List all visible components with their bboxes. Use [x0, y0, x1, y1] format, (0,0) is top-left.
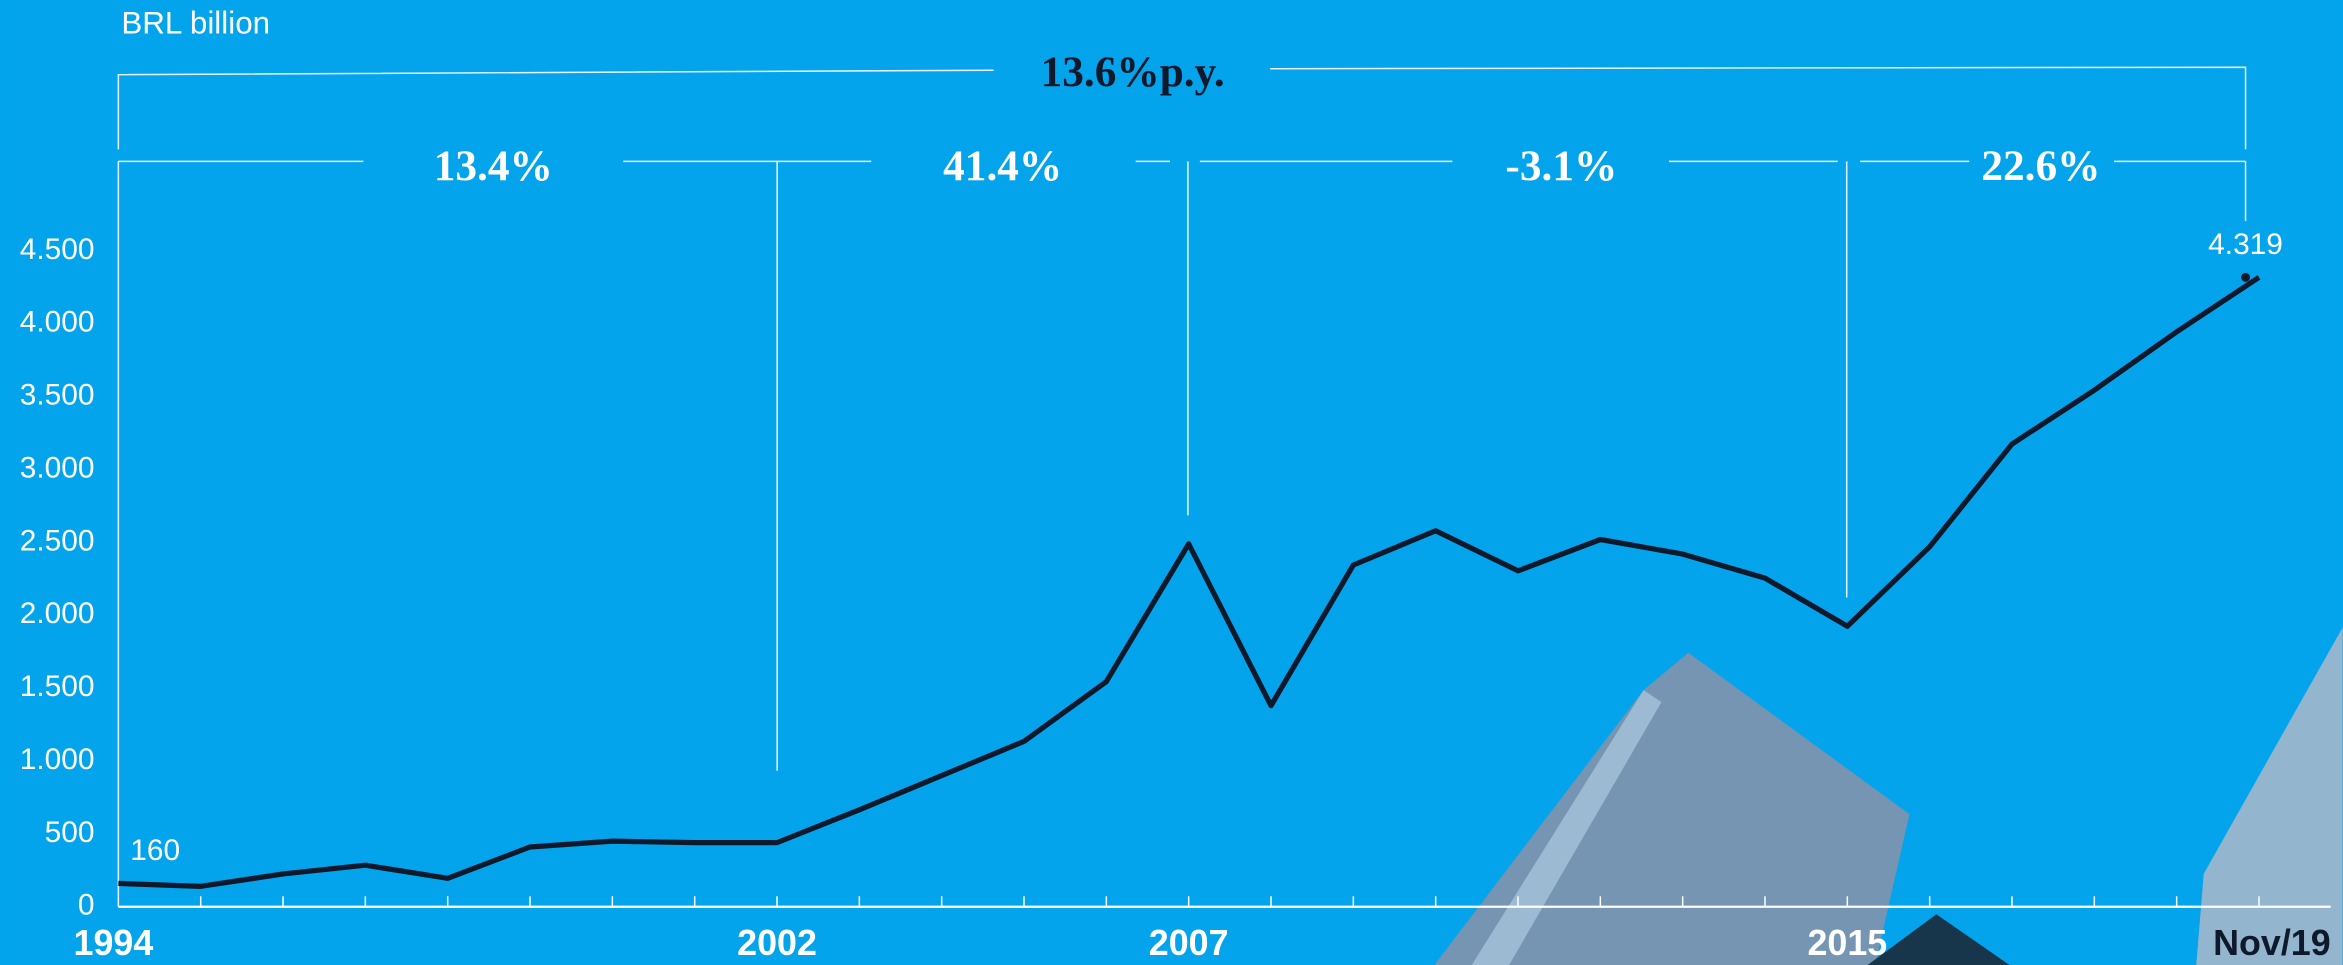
y-tick-label: 3.000 — [20, 451, 95, 484]
y-tick-label: 0 — [78, 889, 95, 922]
y-tick-label: 1.500 — [20, 670, 95, 703]
data-label: 4.319 — [2208, 228, 2283, 261]
y-tick-label: 4.000 — [20, 306, 95, 339]
period-brackets — [117, 66, 2247, 897]
x-tick-label: 2002 — [737, 923, 817, 963]
y-tick-label: 1.000 — [20, 743, 95, 776]
x-tick-label: 1994 — [74, 923, 154, 963]
y-tick-label: 2.500 — [20, 524, 95, 557]
annotation: 13.4% — [434, 142, 553, 190]
data-label: 160 — [130, 834, 180, 867]
annotation: 41.4% — [943, 142, 1062, 190]
y-axis-label: BRL billion — [121, 6, 270, 41]
background-buildings — [1434, 627, 2343, 965]
y-tick-label: 3.500 — [20, 379, 95, 412]
end-point — [2241, 272, 2251, 282]
x-tick-label: Nov/19 — [2213, 923, 2331, 963]
annotation: 22.6% — [1981, 142, 2100, 190]
y-tick-label: 2.000 — [20, 597, 95, 630]
line-series — [118, 275, 2261, 889]
annotation: -3.1% — [1505, 142, 1617, 190]
x-tick-label: 2015 — [1807, 923, 1887, 963]
y-tick-label: 4.500 — [20, 233, 95, 266]
y-tick-label: 500 — [45, 816, 95, 849]
x-tick-label: 2007 — [1149, 923, 1229, 963]
annotation: 13.6%p.y. — [1041, 48, 1225, 96]
